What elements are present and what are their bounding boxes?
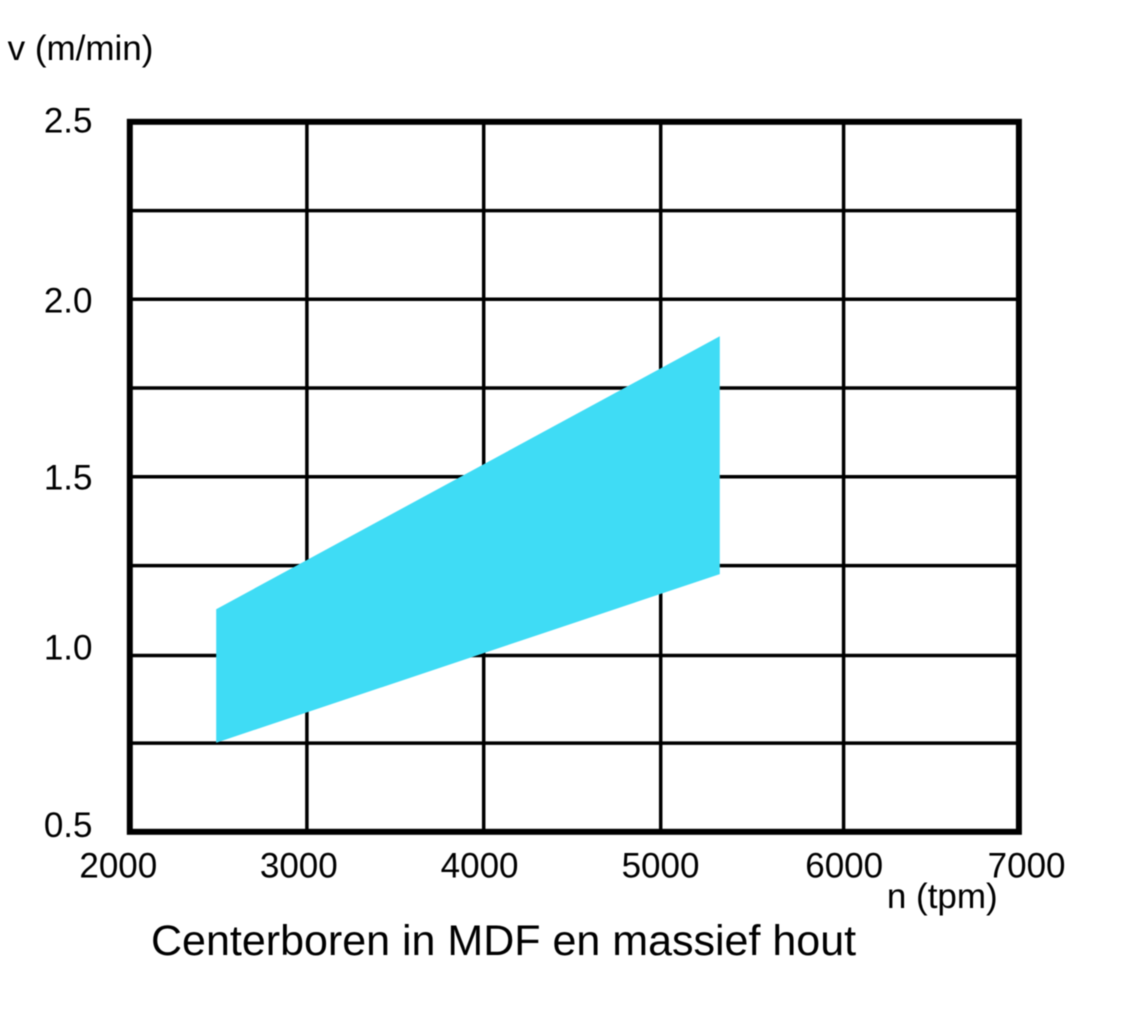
svg-text:3000: 3000 (260, 847, 338, 886)
svg-text:v (m/min): v (m/min) (8, 29, 154, 68)
svg-text:2.0: 2.0 (44, 282, 93, 321)
svg-text:1.5: 1.5 (44, 459, 93, 498)
svg-text:7000: 7000 (988, 847, 1066, 886)
svg-text:4000: 4000 (441, 847, 519, 886)
svg-text:2.5: 2.5 (44, 101, 93, 140)
svg-text:n (tpm): n (tpm) (887, 877, 998, 916)
svg-text:0.5: 0.5 (44, 806, 93, 845)
svg-text:2000: 2000 (79, 847, 157, 886)
svg-text:5000: 5000 (622, 847, 700, 886)
svg-text:6000: 6000 (805, 847, 883, 886)
svg-text:Centerboren in MDF en massief: Centerboren in MDF en massief hout (151, 917, 856, 965)
svg-text:1.0: 1.0 (44, 629, 93, 668)
